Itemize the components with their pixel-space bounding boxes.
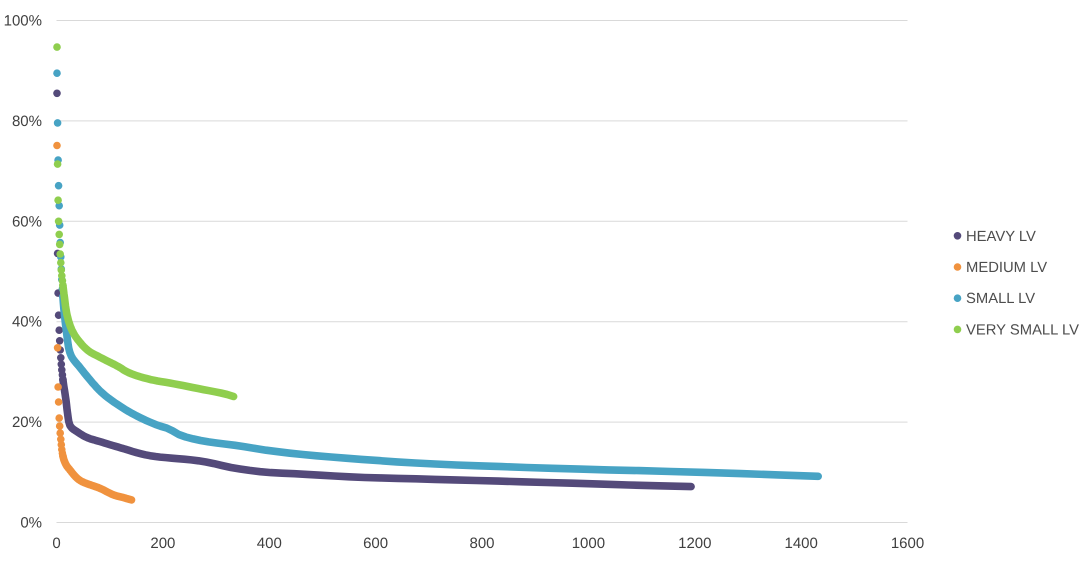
svg-text:VERY SMALL LV: VERY SMALL LV [966, 322, 1079, 338]
svg-text:200: 200 [150, 535, 175, 552]
svg-text:800: 800 [469, 535, 494, 552]
svg-text:1600: 1600 [891, 535, 924, 552]
svg-text:400: 400 [257, 535, 282, 552]
svg-text:0%: 0% [20, 515, 42, 532]
svg-text:80%: 80% [12, 113, 42, 130]
svg-text:1200: 1200 [678, 535, 711, 552]
svg-text:40%: 40% [12, 314, 42, 331]
svg-text:0: 0 [52, 535, 60, 552]
svg-text:1000: 1000 [572, 535, 605, 552]
svg-text:SMALL LV: SMALL LV [966, 291, 1035, 307]
svg-text:60%: 60% [12, 213, 42, 230]
svg-text:600: 600 [363, 535, 388, 552]
svg-text:20%: 20% [12, 414, 42, 431]
svg-text:HEAVY LV: HEAVY LV [966, 229, 1036, 245]
svg-text:MEDIUM LV: MEDIUM LV [966, 260, 1047, 276]
svg-text:100%: 100% [4, 13, 42, 30]
svg-text:1400: 1400 [785, 535, 818, 552]
